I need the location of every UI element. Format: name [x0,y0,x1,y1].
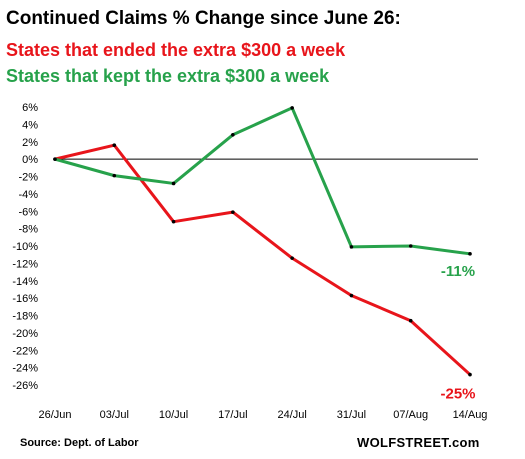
y-tick-label: -22% [12,345,38,357]
x-tick-label: 17/Jul [218,409,247,421]
end-value-label: -25% [440,386,475,403]
y-tick-label: -20% [12,328,38,340]
source-note: Source: Dept. of Labor [20,437,139,449]
x-tick-label: 26/Jun [38,409,71,421]
series-line-0 [53,143,472,377]
data-point [349,245,354,249]
brand-logo: WOLFSTREET.com [357,435,480,450]
series-line-1 [53,106,472,256]
data-point [171,219,176,224]
x-tick-label: 31/Jul [337,409,366,421]
end-value-label: -11% [441,263,475,280]
chart-title: Continued Claims % Change since June 26: [6,8,401,29]
y-tick-label: -12% [12,258,38,270]
data-point [468,252,472,256]
data-point [408,318,413,323]
y-tick-label: 0% [22,154,38,166]
data-point [290,256,294,260]
y-tick-label: -18% [12,311,38,323]
y-tick-label: -16% [12,293,38,305]
y-tick-label: -4% [18,189,38,201]
y-tick-label: -14% [12,276,38,288]
x-tick-label: 24/Jul [277,409,306,421]
y-tick-label: -24% [12,363,38,375]
legend-kept: States that kept the extra $300 a week [6,66,330,86]
data-point [231,133,235,137]
y-tick-label: 6% [22,102,38,114]
data-point [53,157,57,161]
data-point [349,293,354,298]
data-point [231,210,235,214]
y-tick-label: -8% [18,224,38,236]
data-point [468,372,472,377]
x-tick-label: 03/Jul [100,409,129,421]
y-tick-label: 4% [22,119,38,131]
legend-ended: States that ended the extra $300 a week [6,40,346,60]
data-point [112,173,117,178]
y-tick-label: -2% [18,172,38,184]
data-point [290,106,294,110]
x-tick-label: 14/Aug [453,409,488,421]
y-tick-label: -26% [12,380,38,392]
x-tick-label: 10/Jul [159,409,188,421]
y-tick-label: 2% [22,137,38,149]
x-tick-label: 07/Aug [393,409,428,421]
y-tick-label: -6% [18,206,38,218]
data-point [171,181,176,186]
data-point [408,244,413,248]
data-point [112,143,117,148]
y-tick-label: -10% [12,241,38,253]
